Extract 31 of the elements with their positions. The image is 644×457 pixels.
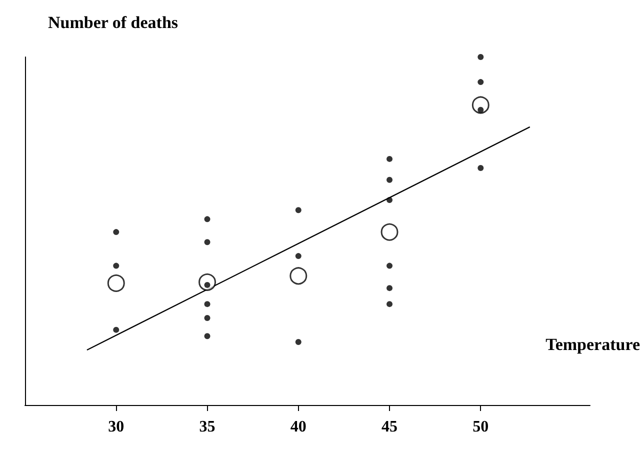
- x-axis-title: Temperature: [546, 335, 640, 354]
- point: [386, 301, 393, 308]
- point: [204, 333, 210, 340]
- point: [295, 207, 302, 214]
- point: [204, 315, 210, 321]
- point: [386, 262, 393, 269]
- point: [113, 229, 120, 236]
- y-axis-title: Number of deaths: [48, 13, 178, 32]
- point: [295, 253, 302, 260]
- x-tick-label: 40: [290, 418, 306, 436]
- point: [380, 223, 398, 241]
- point: [386, 197, 393, 204]
- point: [204, 301, 210, 308]
- point: [290, 267, 308, 285]
- point: [386, 285, 393, 292]
- point: [113, 326, 120, 333]
- point: [478, 165, 484, 172]
- x-tick-label: 30: [108, 418, 124, 436]
- point: [295, 339, 302, 346]
- point: [386, 156, 393, 162]
- point: [204, 216, 210, 222]
- point: [113, 262, 120, 269]
- point: [478, 106, 484, 113]
- point: [204, 239, 210, 246]
- point: [478, 79, 484, 86]
- point: [386, 176, 393, 183]
- x-tick-label: 50: [472, 418, 489, 436]
- point: [478, 54, 484, 60]
- point: [107, 274, 125, 292]
- x-tick-label: 45: [382, 418, 398, 436]
- x-tick-label: 35: [199, 418, 216, 436]
